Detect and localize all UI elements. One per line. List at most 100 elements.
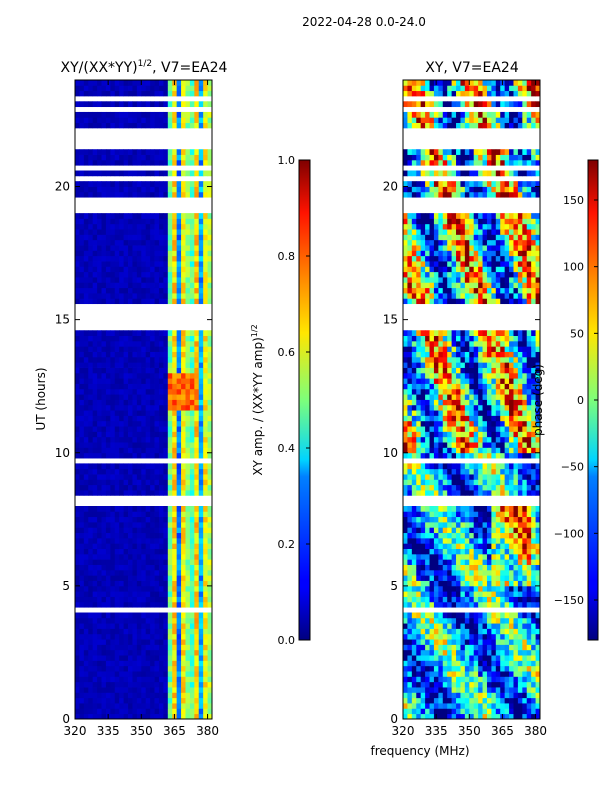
heatmap-cell — [403, 575, 408, 581]
heatmap-cell — [176, 351, 182, 358]
heatmap-cell — [154, 191, 160, 198]
heatmap-cell — [163, 346, 169, 352]
heatmap-cell — [194, 612, 200, 619]
heatmap-cell — [433, 580, 439, 587]
heatmap-cell — [167, 436, 173, 443]
heatmap-cell — [101, 282, 107, 289]
heatmap-cell — [469, 506, 475, 512]
heatmap-cell — [75, 612, 80, 619]
heatmap-cell — [75, 426, 80, 432]
heatmap-cell — [172, 213, 178, 219]
heatmap-cell — [141, 250, 147, 257]
heatmap-cell — [478, 655, 483, 661]
heatmap-cell — [167, 506, 173, 512]
heatmap-cell — [526, 676, 532, 683]
heatmap-cell — [198, 564, 204, 571]
heatmap-cell — [416, 676, 422, 683]
heatmap-cell — [407, 410, 413, 416]
heatmap-cell — [522, 474, 528, 480]
heatmap-cell — [172, 660, 178, 667]
heatmap-cell — [194, 671, 200, 677]
heatmap-cell — [509, 708, 514, 715]
heatmap-cell — [119, 356, 125, 363]
heatmap-cell — [97, 601, 102, 608]
heatmap-cell — [145, 676, 151, 683]
heatmap-cell — [119, 277, 125, 283]
heatmap-cell — [119, 596, 125, 603]
heatmap-cell — [83, 708, 89, 715]
heatmap-cell — [123, 442, 129, 448]
heatmap-cell — [535, 628, 540, 635]
heatmap-cell — [535, 601, 540, 608]
heatmap-cell — [460, 537, 466, 544]
heatmap-cell — [185, 388, 191, 395]
heatmap-cell — [123, 463, 129, 470]
heatmap-cell — [97, 388, 102, 395]
heatmap-cell — [531, 676, 536, 683]
heatmap-cell — [185, 649, 191, 656]
heatmap-cell — [132, 468, 138, 475]
heatmap-cell — [403, 639, 408, 645]
heatmap-cell — [110, 463, 116, 470]
heatmap-cell — [172, 628, 178, 635]
heatmap-cell — [101, 681, 107, 688]
heatmap-cell — [411, 585, 417, 592]
heatmap-cell — [150, 671, 155, 677]
heatmap-cell — [141, 532, 147, 539]
heatmap-cell — [75, 521, 80, 528]
heatmap-cell — [522, 426, 528, 432]
heatmap-cell — [203, 415, 208, 422]
heatmap-cell — [416, 399, 422, 406]
heatmap-cell — [141, 340, 147, 347]
heatmap-cell — [433, 420, 439, 427]
heatmap-cell — [154, 362, 160, 368]
heatmap-cell — [163, 181, 169, 187]
heatmap-cell — [123, 479, 129, 486]
heatmap-cell — [504, 452, 510, 459]
heatmap-cell — [150, 623, 155, 629]
heatmap-cell — [500, 601, 506, 608]
heatmap-cell — [136, 671, 142, 677]
heatmap-cell — [203, 154, 208, 161]
heatmap-cell — [407, 660, 413, 667]
heatmap-cell — [535, 447, 540, 454]
heatmap-cell — [145, 436, 151, 443]
heatmap-cell — [464, 516, 470, 523]
heatmap-cell — [132, 532, 138, 539]
heatmap-cell — [189, 372, 195, 379]
heatmap-cell — [522, 575, 528, 581]
heatmap-cell — [500, 532, 506, 539]
heatmap-cell — [150, 521, 155, 528]
heatmap-cell — [119, 90, 125, 97]
heatmap-cell — [154, 261, 160, 267]
heatmap-cell — [158, 532, 164, 539]
heatmap-cell — [407, 463, 413, 470]
heatmap-cell — [101, 346, 107, 352]
heatmap-cell — [141, 436, 147, 443]
heatmap-cell — [145, 426, 151, 432]
heatmap-cell — [491, 484, 497, 491]
heatmap-cell — [442, 708, 448, 715]
heatmap-cell — [163, 676, 169, 683]
heatmap-cell — [535, 474, 540, 480]
heatmap-cell — [469, 633, 475, 640]
heatmap-cell — [464, 431, 470, 438]
heatmap-cell — [526, 399, 532, 406]
heatmap-cell — [88, 649, 94, 656]
heatmap-cell — [531, 447, 536, 454]
heatmap-cell — [189, 234, 195, 241]
heatmap-cell — [150, 708, 155, 715]
heatmap-cell — [167, 564, 173, 571]
heatmap-cell — [207, 660, 212, 667]
heatmap-cell — [513, 474, 519, 480]
heatmap-cell — [482, 511, 488, 518]
heatmap-cell — [433, 692, 439, 699]
heatmap-cell — [97, 681, 102, 688]
heatmap-cell — [517, 665, 523, 672]
heatmap-cell — [482, 639, 488, 645]
heatmap-cell — [181, 101, 186, 108]
heatmap-cell — [158, 351, 164, 358]
heatmap-cell — [141, 442, 147, 448]
heatmap-cell — [92, 436, 98, 443]
heatmap-cell — [88, 410, 94, 416]
